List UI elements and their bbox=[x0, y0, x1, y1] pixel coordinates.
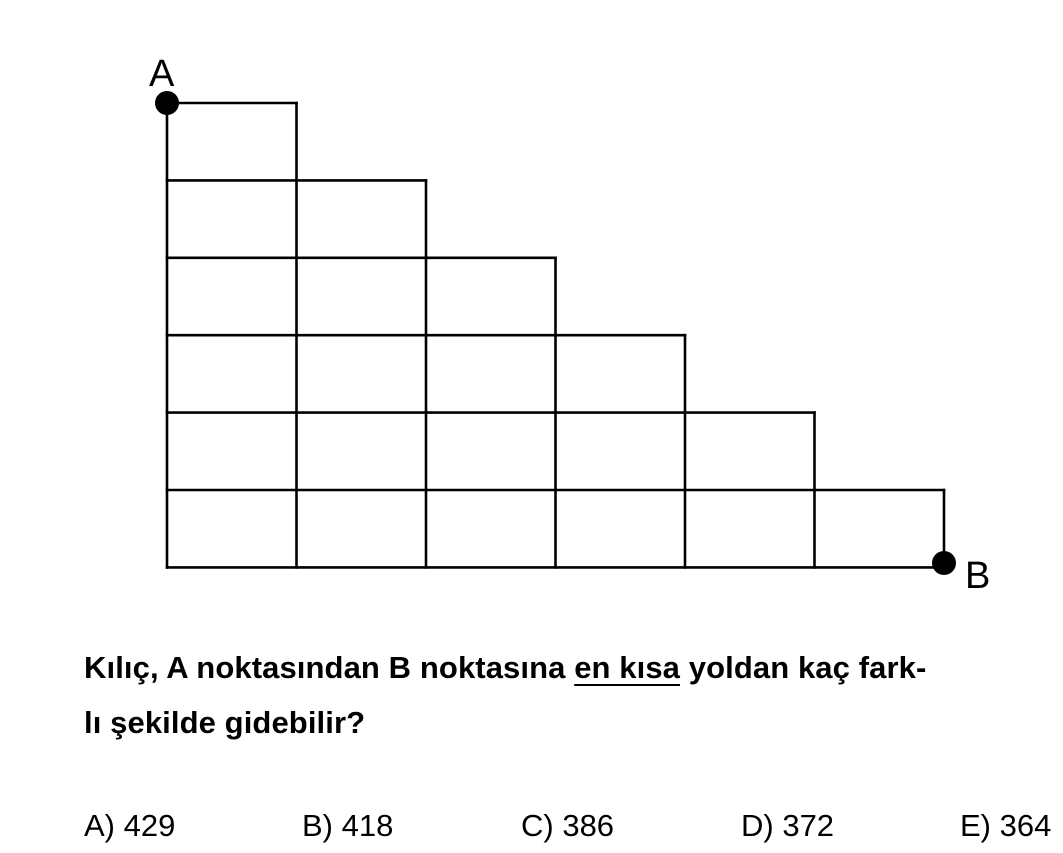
staircase-grid-diagram: A B bbox=[149, 53, 990, 597]
point-b-label: B bbox=[965, 555, 990, 597]
question-text: Kılıç, A noktasından B noktasına en kısa… bbox=[84, 640, 1059, 750]
option-b[interactable]: B) 418 bbox=[302, 808, 394, 843]
point-a-label: A bbox=[149, 53, 175, 95]
question-line1-start: Kılıç, A noktasından B noktasına bbox=[84, 650, 575, 685]
question-line2: lı şekilde gidebilir? bbox=[84, 705, 366, 740]
question-underlined-phrase: en kısa bbox=[574, 650, 681, 685]
point-b-dot bbox=[932, 551, 956, 575]
option-d[interactable]: D) 372 bbox=[741, 808, 835, 843]
grid-lines bbox=[165, 101, 946, 569]
option-e[interactable]: E) 364 bbox=[960, 808, 1052, 843]
point-a-dot bbox=[155, 91, 179, 115]
question-line1-end: yoldan kaç fark- bbox=[680, 650, 927, 685]
option-c[interactable]: C) 386 bbox=[521, 808, 615, 843]
option-a[interactable]: A) 429 bbox=[84, 808, 176, 843]
